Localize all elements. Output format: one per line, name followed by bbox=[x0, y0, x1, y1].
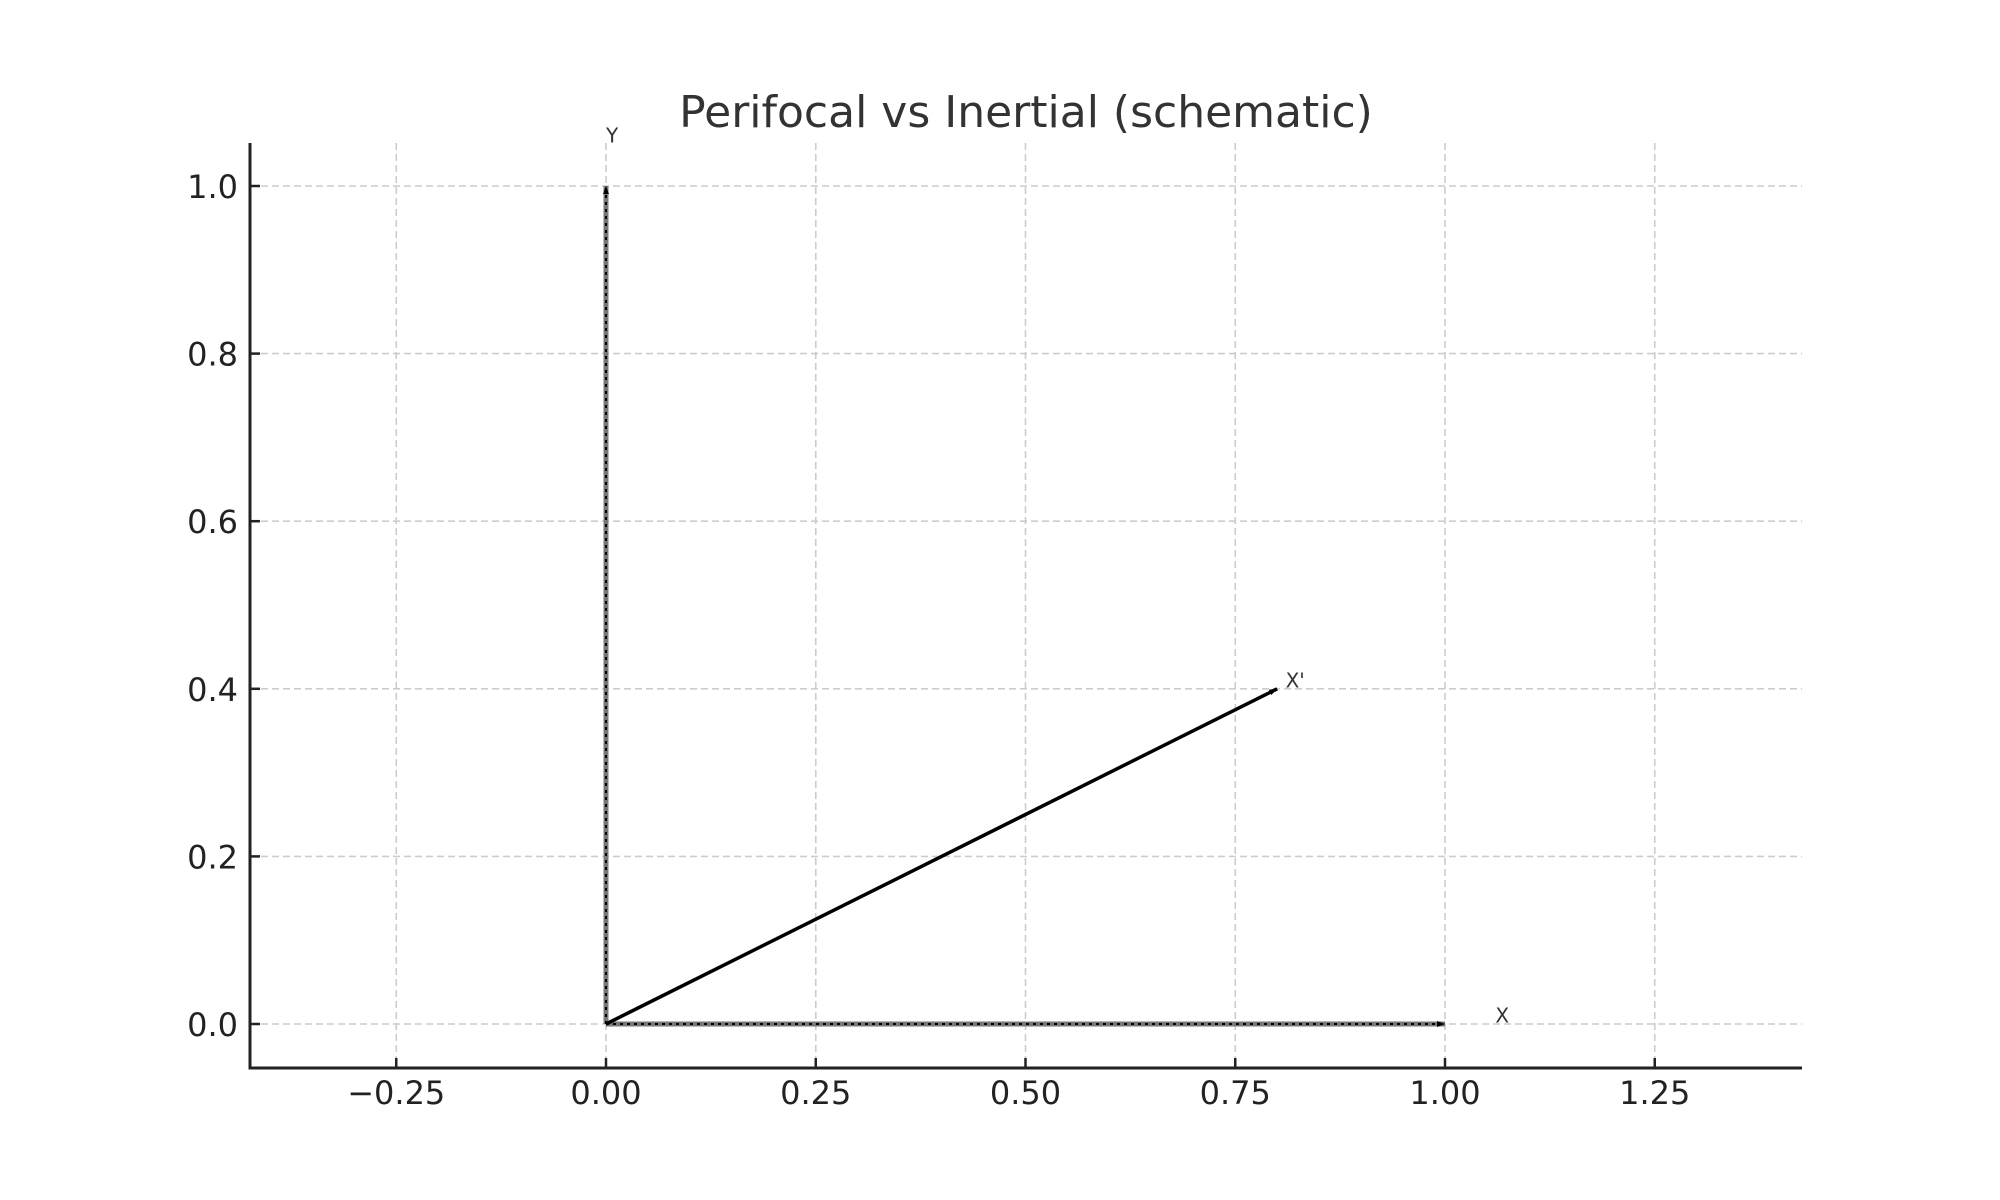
y-tick-label: 1.0 bbox=[187, 168, 238, 206]
x-tick-label: 0.50 bbox=[990, 1074, 1061, 1112]
vector-x-prime bbox=[605, 687, 1278, 1026]
y-axis-ticks: 0.0 0.2 0.4 0.6 0.8 1.0 bbox=[187, 168, 260, 1044]
y-tick-label: 0.4 bbox=[187, 671, 238, 709]
vector-labels: X Y X' bbox=[605, 124, 1509, 1028]
arrow-head-icon bbox=[603, 186, 609, 194]
y-tick-label: 0.2 bbox=[187, 838, 238, 876]
grid-lines bbox=[250, 143, 1802, 1068]
vector-x-prime-label: X' bbox=[1286, 668, 1305, 692]
x-tick-label: 0.25 bbox=[780, 1074, 851, 1112]
arrow-head-icon bbox=[1437, 1021, 1445, 1027]
arrow-head-icon bbox=[1268, 688, 1278, 696]
x-axis-ticks: −0.25 0.00 0.25 0.50 0.75 1.00 1.25 bbox=[347, 1058, 1690, 1112]
vectors bbox=[603, 186, 1445, 1027]
y-tick-label: 0.6 bbox=[187, 503, 238, 541]
y-tick-label: 0.8 bbox=[187, 336, 238, 374]
vector-y-label: Y bbox=[605, 124, 619, 148]
vector-x bbox=[606, 1021, 1445, 1027]
x-tick-label: 0.00 bbox=[570, 1074, 641, 1112]
x-tick-label: 1.00 bbox=[1409, 1074, 1480, 1112]
x-tick-label: 0.75 bbox=[1200, 1074, 1271, 1112]
x-tick-label: −0.25 bbox=[347, 1074, 445, 1112]
x-tick-label: 1.25 bbox=[1619, 1074, 1690, 1112]
y-tick-label: 0.0 bbox=[187, 1006, 238, 1044]
vector-y bbox=[603, 186, 609, 1024]
chart-title: Perifocal vs Inertial (schematic) bbox=[679, 87, 1373, 138]
vector-x-label: X bbox=[1495, 1004, 1509, 1028]
